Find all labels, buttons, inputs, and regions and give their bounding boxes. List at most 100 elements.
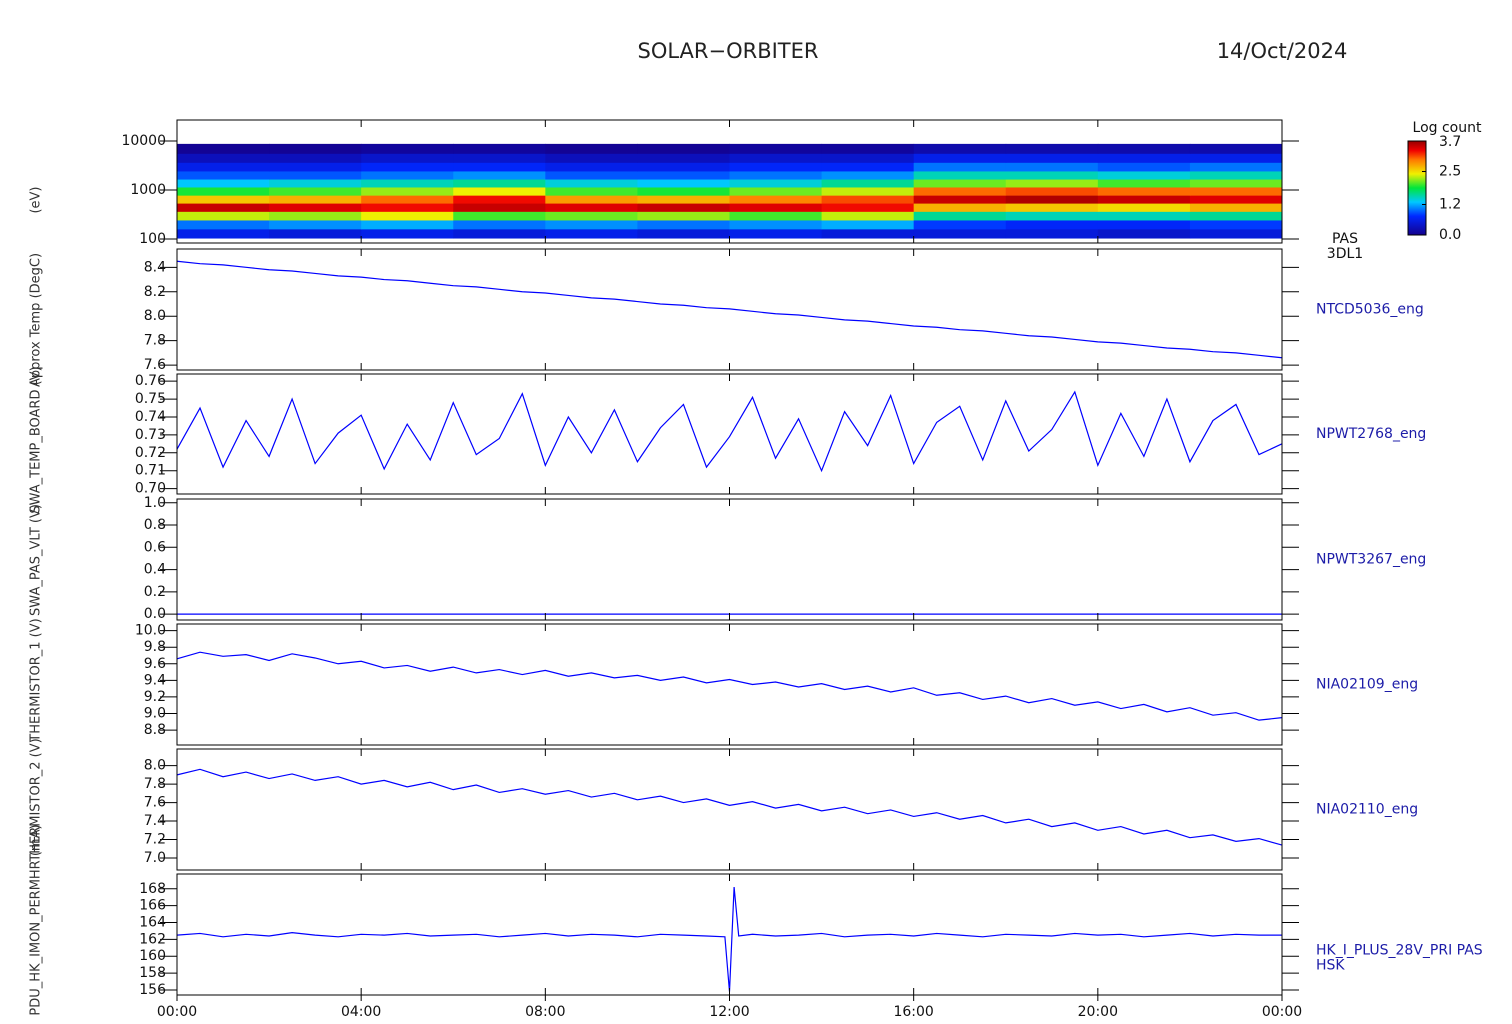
spectrogram-cell [1097,153,1191,163]
y-tick-label: 168 [139,881,166,897]
spectrogram-cell [637,228,730,239]
spectrogram-cell [453,211,546,221]
spectrogram-cell [177,179,270,188]
data-line [176,390,1283,473]
spectrogram-cell [177,170,270,180]
colorbar [1407,140,1427,236]
y-tick-label: 0.72 [135,445,166,461]
spectrogram-cell [637,153,730,163]
spectrogram-cell [545,143,638,154]
panel-label: PAS [1332,231,1358,247]
spectrogram-cell [729,179,823,188]
y-axis-title: Approx Temp (DegC) [29,253,44,387]
spectrogram-cell [1005,195,1099,204]
spectrogram-cell [361,228,454,239]
spectrogram-cell [729,162,823,172]
spectrogram-cell [1005,170,1099,180]
spectrogram-cell [913,211,1007,221]
y-tick-label: 7.2 [144,832,166,848]
spectrogram-cell [637,219,730,230]
spectrogram-cell [1097,228,1191,239]
panel-label: NTCD5036_eng [1316,302,1424,318]
spectrogram-cell [913,179,1007,188]
date: 14/Oct/2024 [1217,39,1348,63]
spectrogram-cell [1189,228,1282,239]
spectrogram-cell [361,195,454,204]
y-tick-label: 9.8 [144,639,166,655]
data-line [176,768,1283,846]
y-axis-title: SWA_TEMP_BOARD (V) [29,366,44,513]
spectrogram-cell [361,143,454,154]
spectrogram-cell [177,211,270,221]
spectrogram-cell [1005,143,1099,154]
spectrogram-cell [361,186,454,196]
spectrogram-cell [177,143,270,154]
spectrogram-cell [453,179,546,188]
spectrogram-cell [269,211,362,221]
spectrogram-cell [821,195,915,204]
spectrogram-cell [545,228,638,239]
spectrogram-cell [453,203,546,212]
panel-frame [176,623,1283,746]
spectrogram-cell [361,179,454,188]
spectrogram-cell [269,143,362,154]
spectrogram-cell [1005,228,1099,239]
spectrogram-cell [637,186,730,196]
spectrogram-cell [1097,219,1191,230]
colorbar-tick-label: 3.7 [1439,134,1461,150]
spectrogram-cell [729,219,823,230]
spectrogram-cell [361,203,454,212]
y-tick-label: 160 [139,948,166,964]
y-tick-label: 162 [139,931,166,947]
spectrogram-cell [821,179,915,188]
spectrogram-cell [637,162,730,172]
y-tick-label: 7.6 [144,795,166,811]
spectrogram-cell [637,143,730,154]
y-tick-label: 7.8 [144,333,166,349]
spectrogram-cell [361,170,454,180]
y-axis-title: THERMISTOR_2 (V) [29,738,44,862]
spectrogram-cell [913,153,1007,163]
spectrogram-cell [729,195,823,204]
spectrogram-cell [821,219,915,230]
y-tick-label: 0.4 [144,562,166,578]
spectrogram-cell [913,195,1007,204]
spectrogram-cell [729,170,823,180]
spectrogram-cell [913,203,1007,212]
spectrogram-cell [361,211,454,221]
spectrogram-cell [1005,186,1099,196]
data-line [176,651,1283,721]
spectrogram-cell [453,170,546,180]
panel-label: NPWT2768_eng [1316,426,1426,442]
y-tick-label: 1.0 [144,495,166,511]
colorbar-tick-label: 1.2 [1439,197,1461,213]
spectrogram-cell [1005,153,1099,163]
spectrogram-cell [729,203,823,212]
spectrogram-cell [637,203,730,212]
spectrogram-cell [1097,170,1191,180]
x-tick-label: 00:00 [157,1004,197,1020]
spectrogram-cell [269,153,362,163]
spectrogram-cell [1189,219,1282,230]
spectrogram-cell [1189,162,1282,172]
spectrogram-cell [1189,186,1282,196]
spectrogram-cell [453,186,546,196]
spectrogram-cell [913,170,1007,180]
spectrogram-cell [453,153,546,163]
spectrogram-cell [453,219,546,230]
spectrogram-cell [1097,195,1191,204]
spectrogram-cell [269,179,362,188]
spectrogram-cell [821,186,915,196]
y-tick-label: 8.8 [144,722,166,738]
spectrogram-cell [269,195,362,204]
y-tick-label: 156 [139,982,166,998]
spectrogram-cell [269,219,362,230]
spectrogram-cell [177,203,270,212]
y-tick-label: 0.2 [144,584,166,600]
y-tick-label: 166 [139,898,166,914]
panel-frame [176,498,1283,621]
spectrogram-cell [361,219,454,230]
panel-label: NIA02110_eng [1316,802,1418,818]
spectrogram-cell [545,186,638,196]
chart-title: SOLAR−ORBITER [637,39,818,63]
